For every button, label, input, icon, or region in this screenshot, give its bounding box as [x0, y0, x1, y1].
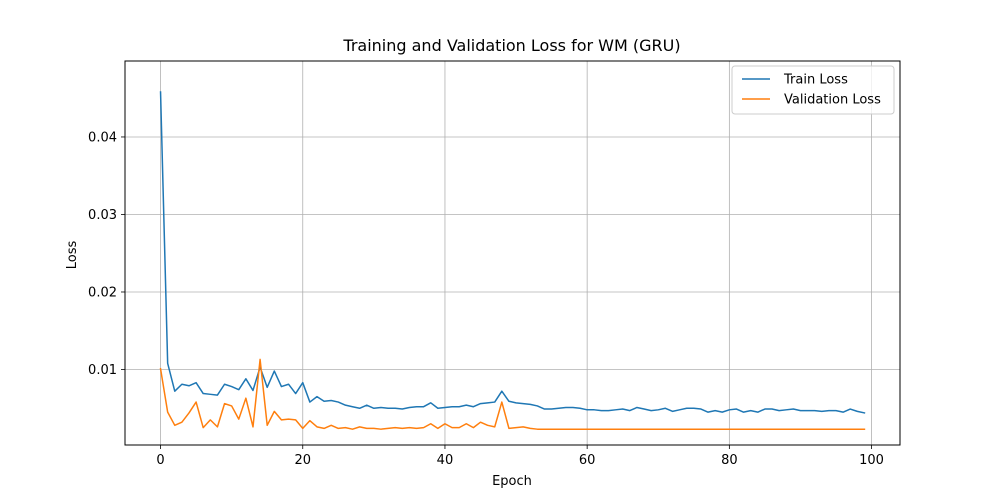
- legend-label-train-loss: Train Loss: [783, 73, 848, 88]
- plot-frame: [124, 60, 901, 446]
- legend-box: [731, 65, 895, 115]
- legend-label-validation-loss: Validation Loss: [784, 93, 881, 108]
- x-tick-label: 80: [721, 453, 738, 468]
- x-axis: 0 20 40 60 80 100: [156, 445, 884, 468]
- y-tick-label: 0.01: [88, 363, 117, 378]
- y-tick-label: 0.03: [88, 208, 117, 223]
- y-tick-label: 0.02: [88, 285, 117, 300]
- y-axis: 0.01 0.02 0.03 0.04: [88, 130, 125, 378]
- y-axis-label: Loss: [65, 241, 80, 270]
- series-line-train-loss: [159, 91, 866, 414]
- series-line-validation-loss: [159, 358, 866, 430]
- x-tick-label: 100: [859, 453, 884, 468]
- legend: Train Loss Validation Loss: [731, 65, 895, 115]
- x-tick-label: 40: [437, 453, 454, 468]
- series-layer: [159, 91, 866, 430]
- x-tick-label: 20: [294, 453, 311, 468]
- y-tick-label: 0.04: [88, 130, 117, 145]
- x-tick-label: 0: [156, 453, 164, 468]
- grid-lines: [125, 61, 900, 445]
- chart-title: Training and Validation Loss for WM (GRU…: [342, 36, 680, 55]
- x-tick-label: 60: [579, 453, 596, 468]
- x-axis-label: Epoch: [492, 474, 532, 489]
